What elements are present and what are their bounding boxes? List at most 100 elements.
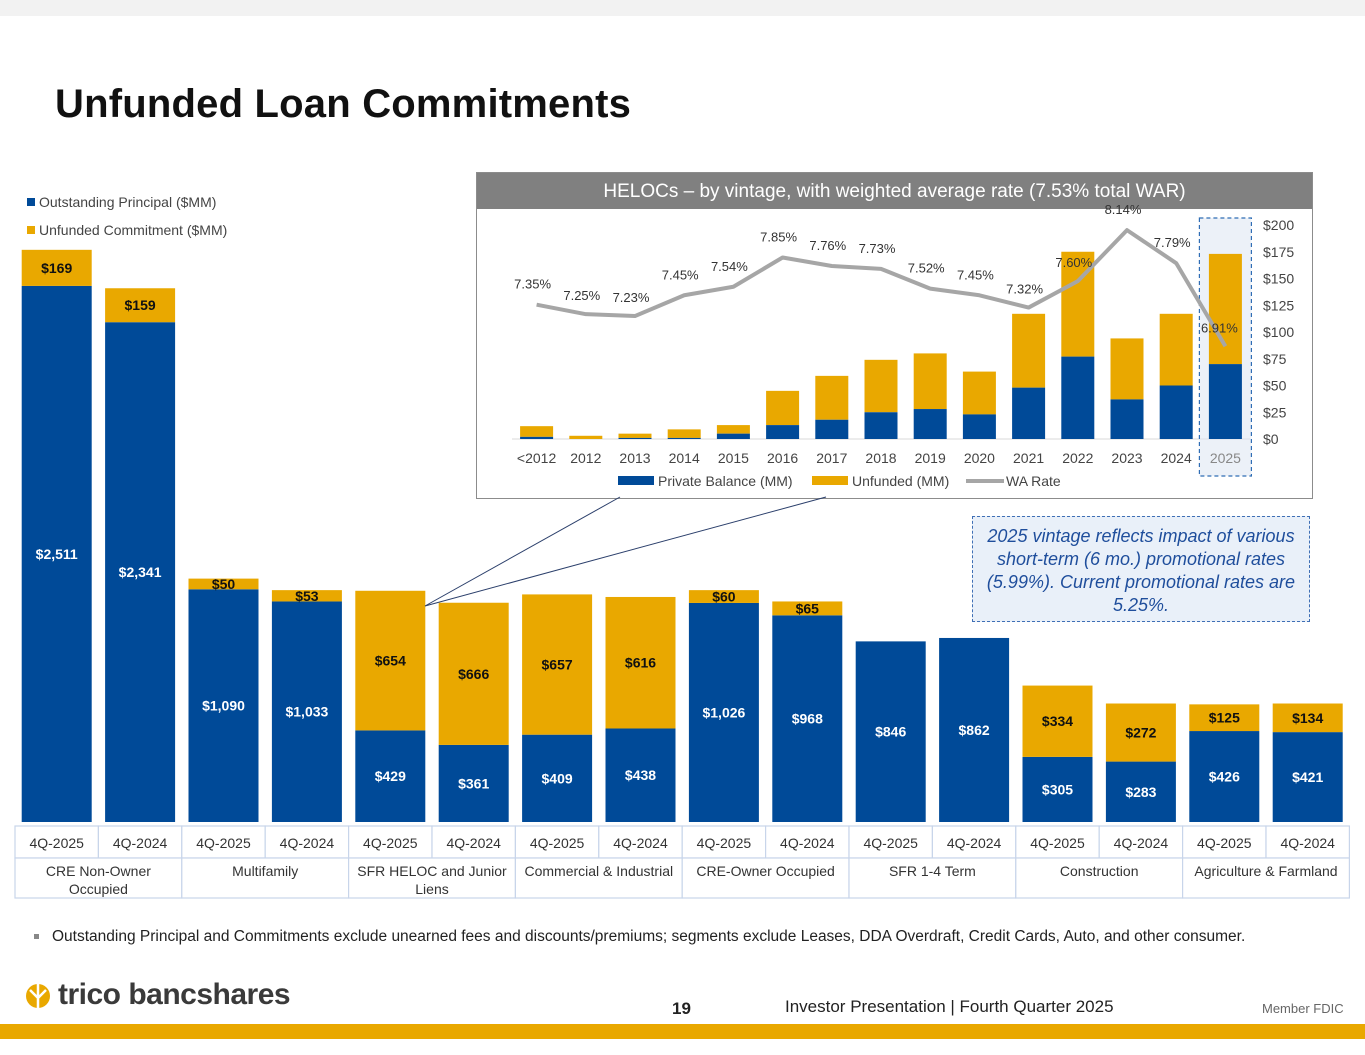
segment-label: Occupied [69,881,128,897]
callout-connector [424,496,827,607]
period-label: 4Q-2024 [446,835,501,851]
principal-bar [188,589,259,822]
inset-balance-bar [1012,387,1046,439]
vintage-label: 2018 [865,450,896,466]
period-label: 4Q-2025 [1197,835,1252,851]
inset-unfunded-bar [766,390,800,426]
inset-unfunded-bar [962,371,996,415]
wa-rate-label: 8.14% [1105,202,1142,217]
wa-rate-label: 7.60% [1055,255,1092,270]
wa-rate-label: 7.32% [1006,282,1043,297]
principal-label: $305 [1042,781,1073,797]
top-band [0,0,1365,16]
inset-unfunded-bar [1012,313,1046,388]
legend-item-unfunded: Unfunded Commitment ($MM) [27,216,227,244]
period-label: 4Q-2024 [280,835,335,851]
principal-bar [1272,732,1343,822]
group-cell [681,857,850,899]
vintage-label: 2014 [669,450,700,466]
period-label: 4Q-2025 [363,835,418,851]
period-label: 4Q-2025 [29,835,84,851]
wa-rate-label: 7.73% [859,241,896,256]
heloc-vintage-chart: $0 $25 $50 $75 $100 $125 $150 $175 $200 <2012 2012… [512,202,1294,489]
principal-label: $968 [792,711,823,727]
segment-label: SFR HELOC and Junior [357,863,507,879]
callout-line-left [424,496,621,607]
inset-balance-bar [716,433,750,439]
segment-label: SFR 1-4 Term [889,863,976,879]
wa-rate-label: 7.54% [711,259,748,274]
segment-label: Multifamily [232,863,298,879]
unfunded-label: $616 [625,655,656,671]
vintage-label: <2012 [517,450,557,466]
period-label: 4Q-2025 [1030,835,1085,851]
legend-swatch-unfunded [27,226,35,234]
main-bar-chart: $2,511 $169 4Q-2025 $2,341 $159 4Q-2024 $1,090… [14,249,1351,899]
principal-label: $283 [1125,784,1156,800]
principal-bar [1105,761,1176,822]
segment-label: CRE-Owner Occupied [696,863,835,879]
unfunded-bar [105,288,176,323]
vintage-label: 2024 [1161,450,1192,466]
group-cell [514,857,683,899]
group-cell [14,857,183,899]
company-logo: trico bancshares [24,978,291,1012]
principal-bar [939,637,1010,822]
inset-unfunded-bar [618,433,652,438]
principal-label: $1,090 [202,698,245,714]
unfunded-bar [21,249,92,286]
unfunded-label: $125 [1209,710,1240,726]
inset-balance-bar [815,419,849,439]
period-label: 4Q-2024 [113,835,168,851]
unfunded-label: $159 [125,297,156,313]
inset-unfunded-bar [864,359,898,413]
principal-bar [21,285,92,822]
unfunded-label: $60 [712,589,736,605]
inset-legend-label: WA Rate [1006,473,1061,489]
inset-balance-bar [1110,399,1144,439]
inset-unfunded-bar [1159,313,1193,386]
unfunded-bar [355,590,426,731]
inset-legend-label: Private Balance (MM) [658,473,793,489]
unfunded-bar [1022,685,1093,757]
y-tick-label: $25 [1263,404,1287,420]
principal-bar [271,601,342,822]
inset-balance-bar [520,436,554,439]
vintage-label: 2025 [1210,450,1241,466]
main-legend: Outstanding Principal ($MM) Unfunded Com… [27,188,227,244]
period-label: 4Q-2024 [1280,835,1335,851]
principal-label: $2,511 [36,546,78,562]
inset-unfunded-bar [667,429,701,438]
inset-balance-bar [667,437,701,439]
principal-label: $426 [1209,769,1240,785]
period-label: 4Q-2025 [196,835,251,851]
vintage-label: 2016 [767,450,798,466]
segment-label: Commercial & Industrial [524,863,673,879]
period-label: 4Q-2025 [863,835,918,851]
wa-rate-label: 7.85% [760,230,797,245]
inset-balance-bar [766,425,800,439]
principal-label: $1,026 [702,704,745,720]
unfunded-bar [772,601,843,616]
principal-bar [1022,756,1093,822]
unfunded-label: $334 [1042,713,1073,729]
footer-text: Investor Presentation | Fourth Quarter 2… [785,997,1114,1016]
principal-bar [855,641,926,822]
group-cell [1015,857,1184,899]
inset-balance-bar [1208,364,1242,439]
inset-balance-bar [618,437,652,439]
y-tick-label: $150 [1263,271,1294,287]
y-tick-label: $50 [1263,378,1287,394]
axis-cell [764,825,850,859]
axis-cell [1265,825,1351,859]
principal-label: $421 [1292,769,1323,785]
legend-swatch-principal [27,198,35,206]
axis-cell [1181,825,1267,859]
unfunded-bar [522,594,593,735]
principal-label: $846 [875,724,906,740]
vintage-label: 2020 [964,450,995,466]
unfunded-label: $666 [458,666,489,682]
inset-balance-bar [1159,385,1193,439]
legend-label-unfunded: Unfunded Commitment ($MM) [39,222,228,238]
y-tick-label: $100 [1263,324,1294,340]
